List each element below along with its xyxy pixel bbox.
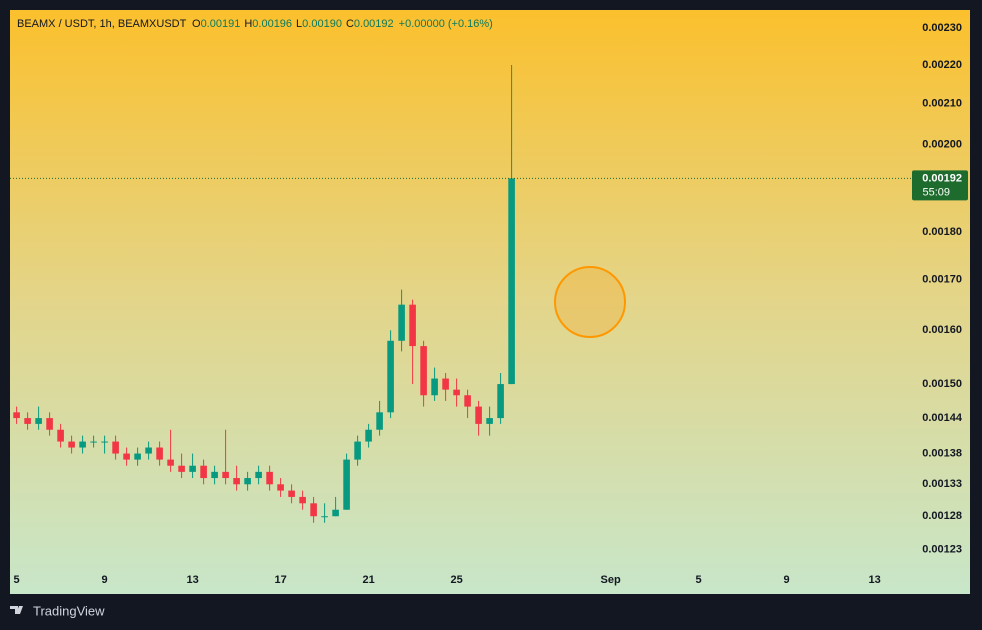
- y-tick-label: 0.00138: [922, 447, 962, 459]
- candle-body: [343, 459, 350, 510]
- x-tick-label: 17: [274, 574, 286, 586]
- candle-body: [387, 340, 394, 413]
- candle-body: [288, 490, 295, 497]
- candle-body: [486, 418, 493, 424]
- candle-body: [398, 304, 405, 341]
- ohlc-value: 0.00192: [354, 18, 394, 30]
- candle-body: [200, 465, 207, 479]
- chart-background: [10, 10, 970, 594]
- plot: 0.00230 0.00220 0.00210 0.00200 0.00180 0.001…: [10, 22, 968, 586]
- change: +0.00000 (+0.16%): [399, 18, 493, 30]
- y-tick-label: 0.00230: [922, 22, 962, 34]
- ohlc-key: C: [346, 18, 354, 30]
- candle-body: [299, 496, 306, 504]
- candle-body: [13, 412, 20, 419]
- candle-body: [123, 453, 130, 460]
- candle-body: [134, 453, 141, 460]
- candle-body: [354, 441, 361, 460]
- x-tick-label: 13: [186, 574, 198, 586]
- candle-body: [442, 378, 449, 390]
- candle-body: [266, 471, 273, 485]
- candle-body: [68, 441, 75, 448]
- candle-body: [365, 429, 372, 442]
- countdown: 55:09: [922, 186, 950, 198]
- candle-body: [211, 471, 218, 479]
- brand-name: TradingView: [33, 603, 105, 618]
- candle-body: [277, 484, 284, 491]
- candle-body: [90, 441, 97, 443]
- y-tick-label: 0.00144: [922, 412, 963, 424]
- candle-body: [321, 516, 328, 518]
- candle-body: [332, 509, 339, 517]
- candle-body: [310, 503, 317, 517]
- candle-body: [233, 478, 240, 485]
- candle-body: [508, 178, 515, 385]
- ohlc-key: H: [244, 18, 252, 30]
- candle-body: [112, 441, 119, 454]
- y-tick-label: 0.00210: [922, 98, 962, 110]
- y-tick-label: 0.00123: [922, 543, 962, 555]
- symbol: BEAMX / USDT, 1h, BEAMXUSDT: [17, 18, 187, 30]
- x-tick-label: 5: [14, 574, 20, 586]
- y-tick-label: 0.00180: [922, 226, 962, 238]
- candle-body: [167, 459, 174, 466]
- ohlc-value: 0.00196: [252, 18, 292, 30]
- y-tick-label: 0.00133: [922, 478, 962, 490]
- y-tick-label: 0.00170: [922, 274, 962, 286]
- ohlc-value: 0.00190: [302, 18, 342, 30]
- candle-body: [222, 471, 229, 479]
- candle-body: [35, 418, 42, 424]
- x-tick-label: 25: [450, 574, 462, 586]
- last-price-tag: [912, 170, 968, 201]
- candle-body: [156, 447, 163, 460]
- annotation-circle: [554, 266, 626, 338]
- x-tick-label: 21: [362, 574, 374, 586]
- candle-body: [453, 389, 460, 396]
- brand-logo: [10, 606, 23, 614]
- candle-body: [409, 304, 416, 347]
- candle-body: [497, 384, 504, 419]
- ohlc-legend: O0.00191 H0.00196 L0.00190 C0.00192 +0.00000…: [192, 18, 493, 30]
- candle-body: [189, 465, 196, 472]
- y-tick-label: 0.00200: [922, 138, 962, 150]
- candle-body: [24, 418, 31, 424]
- ohlc-key: L: [296, 18, 302, 30]
- candle-body: [255, 471, 262, 479]
- x-tick-label: 5: [696, 574, 702, 586]
- candle-body: [57, 429, 64, 442]
- ohlc-values: O0.00191 H0.00196 L0.00190 C0.00192 +0.00000…: [192, 18, 493, 30]
- x-tick-label: 13: [868, 574, 880, 586]
- candle-body: [420, 346, 427, 396]
- ohlc-key: O: [192, 18, 201, 30]
- candle-body: [101, 441, 108, 443]
- y-tick-label: 0.00220: [922, 59, 962, 71]
- x-tick-label: 9: [102, 574, 108, 586]
- x-tick-label: Sep: [601, 574, 621, 586]
- candle-body: [376, 412, 383, 430]
- candle-body: [244, 478, 251, 485]
- candle-body: [475, 406, 482, 424]
- ohlc-value: 0.00191: [201, 18, 241, 30]
- candle-body: [431, 378, 438, 396]
- last-price-label: 0.00192: [922, 172, 962, 184]
- candle-body: [464, 395, 471, 407]
- brand: TradingView: [10, 603, 105, 618]
- candle-body: [46, 418, 53, 430]
- y-tick-label: 0.00160: [922, 324, 962, 336]
- candle-body: [178, 465, 185, 472]
- candle-body: [145, 447, 152, 454]
- x-tick-label: 9: [784, 574, 790, 586]
- y-tick-label: 0.00128: [922, 510, 962, 522]
- y-tick-label: 0.00150: [922, 378, 962, 390]
- candle-body: [79, 441, 86, 448]
